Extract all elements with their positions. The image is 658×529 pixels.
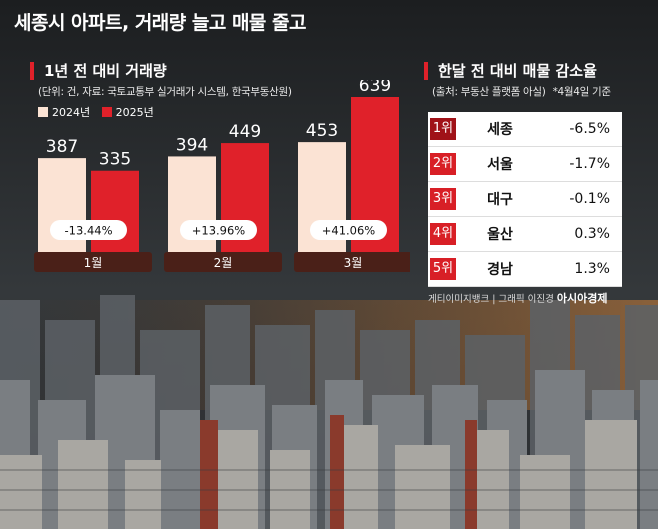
value-label: 335 — [99, 150, 131, 170]
category-band — [164, 252, 282, 272]
change-pill — [310, 220, 387, 240]
legend-label-2025: 2025년 — [115, 106, 154, 119]
right-panel-source-text: (출처: 부동산 플랫폼 아실) — [432, 86, 546, 98]
rank-row: 3위 대구 -0.1% — [428, 181, 622, 217]
rank-cell: 4위 — [428, 216, 458, 252]
region-cell: 세종 — [458, 112, 542, 147]
legend-swatch-2025 — [101, 107, 112, 117]
right-panel-source: (출처: 부동산 플랫폼 아실) *4월4일 기준 — [432, 84, 611, 99]
value-label: 387 — [46, 137, 78, 157]
rank-cell: 3위 — [428, 181, 458, 217]
change-label: -13.44% — [65, 224, 113, 238]
rank-cell: 1위 — [428, 112, 458, 147]
change-pill — [180, 220, 257, 240]
rank-cell: 5위 — [428, 251, 458, 287]
value-label: 639 — [359, 80, 391, 96]
credit-text: 게티이미지뱅크 | 그래픽 이진경 — [428, 294, 554, 305]
rank-badge: 3위 — [430, 188, 456, 210]
credit-brand: 아시아경제 — [556, 292, 608, 305]
rank-row: 5위 경남 1.3% — [428, 251, 622, 287]
rank-cell: 2위 — [428, 146, 458, 182]
left-panel-source: (단위: 건, 자료: 국토교통부 실거래가 시스템, 한국부동산원) — [38, 86, 292, 98]
listing-decline-table: 1위 세종 -6.5% 2위 서울 -1.7% 3위 대구 -0.1% 4위 울산 0.3% 5위 경남 1… — [428, 112, 622, 287]
value-cell: -6.5% — [542, 112, 622, 147]
category-label: 3월 — [344, 256, 363, 270]
category-label: 2월 — [214, 256, 233, 270]
region-cell: 대구 — [458, 181, 542, 217]
region-cell: 울산 — [458, 216, 542, 252]
rank-badge: 5위 — [430, 258, 456, 280]
value-cell: 1.3% — [542, 251, 622, 287]
legend-item-2024: 2024년 — [38, 106, 90, 119]
rank-badge: 4위 — [430, 223, 456, 245]
rank-row: 2위 서울 -1.7% — [428, 146, 622, 182]
value-cell: -0.1% — [542, 181, 622, 217]
legend-label-2024: 2024년 — [52, 106, 91, 119]
value-label: 453 — [306, 121, 338, 141]
region-cell: 서울 — [458, 146, 542, 182]
rank-badge: 1위 — [430, 118, 456, 140]
headline: 세종시 아파트, 거래량 늘고 매물 줄고 — [14, 12, 307, 34]
value-cell: -1.7% — [542, 146, 622, 182]
region-cell: 경남 — [458, 251, 542, 287]
legend-item-2025: 2025년 — [101, 106, 154, 119]
left-panel-title: 1년 전 대비 거래량 — [30, 62, 167, 80]
change-pill — [50, 220, 127, 240]
rank-row: 1위 세종 -6.5% — [428, 112, 622, 147]
legend-swatch-2024 — [38, 107, 48, 117]
change-label: +41.06% — [322, 224, 376, 238]
rank-row: 4위 울산 0.3% — [428, 216, 622, 252]
rank-badge: 2위 — [430, 153, 456, 175]
credit-line: 게티이미지뱅크 | 그래픽 이진경 아시아경제 — [428, 290, 608, 306]
change-label: +13.96% — [192, 224, 246, 238]
bar-chart: 1월 387 335 -13.44% 2월 394 449 +13.96% 3월 453 639 +4… — [34, 80, 410, 272]
chart-legend: 2024년 2025년 — [38, 104, 162, 120]
category-band — [34, 252, 152, 272]
category-label: 1월 — [84, 256, 103, 270]
right-panel-title: 한달 전 대비 매물 감소율 — [424, 62, 597, 80]
value-cell: 0.3% — [542, 216, 622, 252]
value-label: 394 — [176, 135, 208, 155]
category-band — [294, 252, 410, 272]
value-label: 449 — [229, 122, 261, 142]
right-panel-date: *4월4일 기준 — [552, 86, 612, 98]
